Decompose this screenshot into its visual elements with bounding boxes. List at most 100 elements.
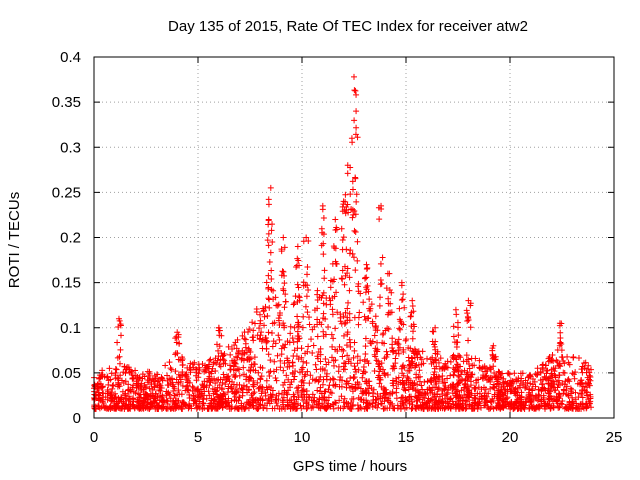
data-point [577,381,584,388]
data-point [460,358,467,365]
data-point [206,382,213,389]
data-point [401,364,408,371]
data-point [262,392,269,399]
data-point [409,335,416,342]
data-point [409,358,416,365]
data-point [252,367,259,374]
data-point [325,386,332,393]
data-point [390,382,397,389]
data-point [386,287,393,294]
data-point [383,285,390,292]
data-point [320,289,327,296]
data-point [507,405,514,412]
data-point [327,277,334,284]
data-point [186,395,193,402]
data-point [575,402,582,409]
data-point [217,399,224,406]
data-point [434,405,441,412]
data-point [265,196,272,203]
data-point [548,379,555,386]
data-point [551,368,558,375]
data-point [436,399,443,406]
data-point [303,405,310,412]
data-point [328,354,335,361]
data-point [281,379,288,386]
data-point [513,399,520,406]
data-point [570,353,577,360]
data-point [556,372,563,379]
data-point [396,344,403,351]
data-point [215,347,222,354]
data-point [238,356,245,363]
data-point [344,265,351,272]
data-point [348,383,355,390]
data-point [232,393,239,400]
data-point [281,324,288,331]
data-point [409,398,416,405]
data-point [105,405,112,412]
data-point [266,372,273,379]
data-point [355,314,362,321]
data-point [257,375,264,382]
data-point [232,360,239,367]
data-point [350,354,357,361]
data-point [572,389,579,396]
data-point [465,297,472,304]
data-point [353,91,360,98]
data-point [383,348,390,355]
data-point [263,384,270,391]
data-point [375,360,382,367]
data-point [532,370,539,377]
data-point [452,306,459,313]
data-point [398,279,405,286]
data-point [315,349,322,356]
data-point [462,397,469,404]
data-point [429,354,436,361]
data-point [171,392,178,399]
data-point [368,301,375,308]
data-point [132,367,139,374]
data-point [280,381,287,388]
data-point [267,249,274,256]
data-point [175,371,182,378]
data-point [416,373,423,380]
data-point [112,390,119,397]
data-point [425,395,432,402]
data-point [280,234,287,241]
data-point [113,401,120,408]
data-point [504,394,511,401]
data-point [464,310,471,317]
data-point [491,369,498,376]
data-point [455,368,462,375]
data-point [554,359,561,366]
data-point [268,267,275,274]
data-point [353,191,360,198]
data-point [263,339,270,346]
data-point [217,356,224,363]
data-point [291,373,298,380]
data-point [138,405,145,412]
data-point [229,345,236,352]
data-point [99,367,106,374]
data-point [505,370,512,377]
data-point [239,355,246,362]
data-point [322,316,329,323]
data-point [317,366,324,373]
data-point [108,370,115,377]
data-point [279,268,286,275]
data-point [340,332,347,339]
data-point [489,353,496,360]
data-point [339,353,346,360]
data-point [583,388,590,395]
data-point [380,405,387,412]
data-point [344,305,351,312]
data-point [125,381,132,388]
data-point [357,385,364,392]
x-tick-label: 20 [502,429,519,446]
data-point [332,216,339,223]
data-point [432,346,439,353]
data-point [386,270,393,277]
data-point [314,333,321,340]
data-point [99,390,106,397]
data-point [246,396,253,403]
